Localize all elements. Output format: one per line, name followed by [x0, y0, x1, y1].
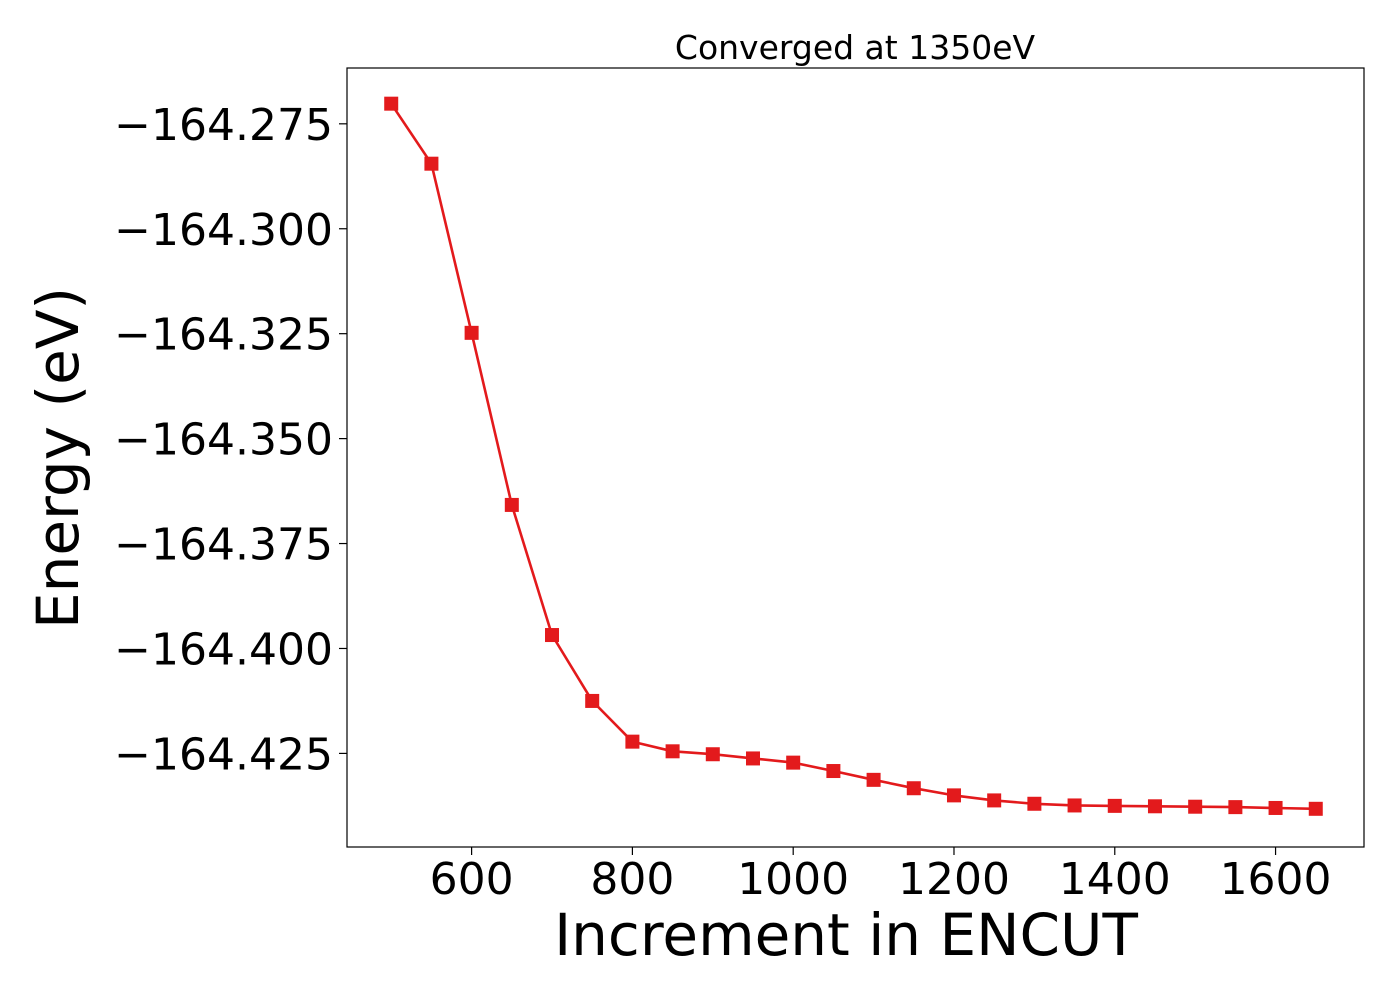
x-tick-label: 1400 [1059, 854, 1171, 905]
data-point [1308, 801, 1323, 816]
series-line [390, 102, 1316, 811]
data-point [906, 781, 921, 796]
data-point [1067, 798, 1082, 813]
x-tick-label: 1600 [1220, 854, 1332, 905]
x-tick-label: 600 [430, 854, 514, 905]
x-tick-label: 1000 [737, 854, 849, 905]
data-point [384, 96, 399, 111]
y-axis-label: Energy (eV) [24, 287, 92, 629]
y-tick-label: −164.400 [114, 624, 333, 675]
plot-area-frame [346, 67, 1365, 848]
y-tick-label: −164.275 [114, 100, 333, 151]
y-tick-label: −164.325 [114, 310, 333, 361]
data-point [545, 628, 560, 643]
y-tick-label: −164.375 [114, 520, 333, 571]
data-point [946, 788, 961, 803]
data-point [665, 744, 680, 759]
data-point [464, 325, 479, 340]
series-layer [384, 96, 1323, 816]
data-point [745, 751, 760, 766]
x-axis: 600 800 1000 1200 1400 1600 [430, 847, 1332, 905]
data-point [987, 793, 1002, 808]
data-point [1107, 798, 1122, 813]
data-point [866, 772, 881, 787]
data-point [786, 755, 801, 770]
data-point [625, 734, 640, 749]
y-tick-label: −164.350 [114, 415, 333, 466]
x-tick-label: 1200 [898, 854, 1010, 905]
data-point [504, 497, 519, 512]
data-point [1147, 799, 1162, 814]
x-axis-label: Increment in ENCUT [554, 901, 1138, 969]
data-point [1027, 796, 1042, 811]
data-point [585, 693, 600, 708]
data-point [424, 156, 439, 171]
data-point [1188, 799, 1203, 814]
data-point [705, 747, 720, 762]
y-tick-label: −164.425 [114, 729, 333, 780]
y-tick-label: −164.300 [114, 205, 333, 256]
data-point [1228, 800, 1243, 815]
y-axis: −164.275 −164.300 −164.325 −164.350 −164.375… [114, 100, 347, 780]
data-point [1268, 800, 1283, 815]
x-tick-label: 800 [590, 854, 674, 905]
chart-title: Converged at 1350eV [675, 28, 1036, 67]
data-point [826, 764, 841, 779]
